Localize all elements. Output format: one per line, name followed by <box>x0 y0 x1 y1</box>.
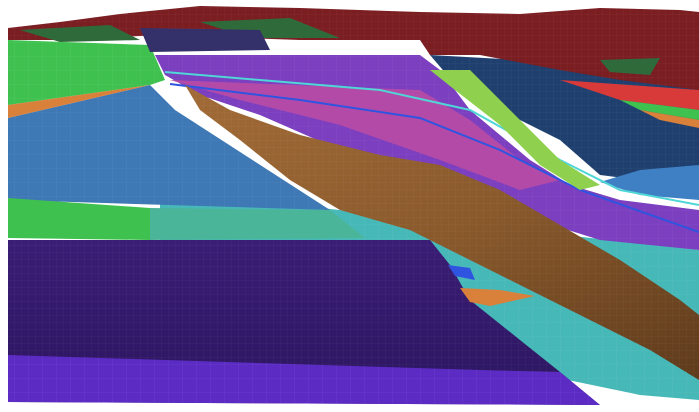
orange-band-left <box>8 85 150 118</box>
cyan-thin-horizon <box>164 71 699 206</box>
teal-band <box>150 208 365 240</box>
violet-basal-edge-grid <box>8 355 600 405</box>
red-strip-right <box>560 80 699 110</box>
top-surface-green-patch <box>20 25 140 42</box>
orange-strip-right <box>640 110 699 128</box>
steel-blue-bowl-right <box>600 165 699 200</box>
orange-wedge <box>460 288 535 306</box>
top-surface-green-patch <box>600 58 660 75</box>
fault-surface-grid <box>185 85 699 380</box>
top-surface-navy-patch <box>140 28 270 52</box>
steel-blue-surface-grid <box>8 85 330 210</box>
green-band <box>8 198 150 240</box>
blue-wedge <box>448 265 475 280</box>
blue-thin-horizon <box>169 83 699 233</box>
green-strip-right <box>620 100 699 120</box>
green-upper-grid <box>8 40 165 105</box>
magenta-band <box>170 80 560 190</box>
top-surface-grid <box>8 6 699 90</box>
lime-band <box>430 70 600 190</box>
